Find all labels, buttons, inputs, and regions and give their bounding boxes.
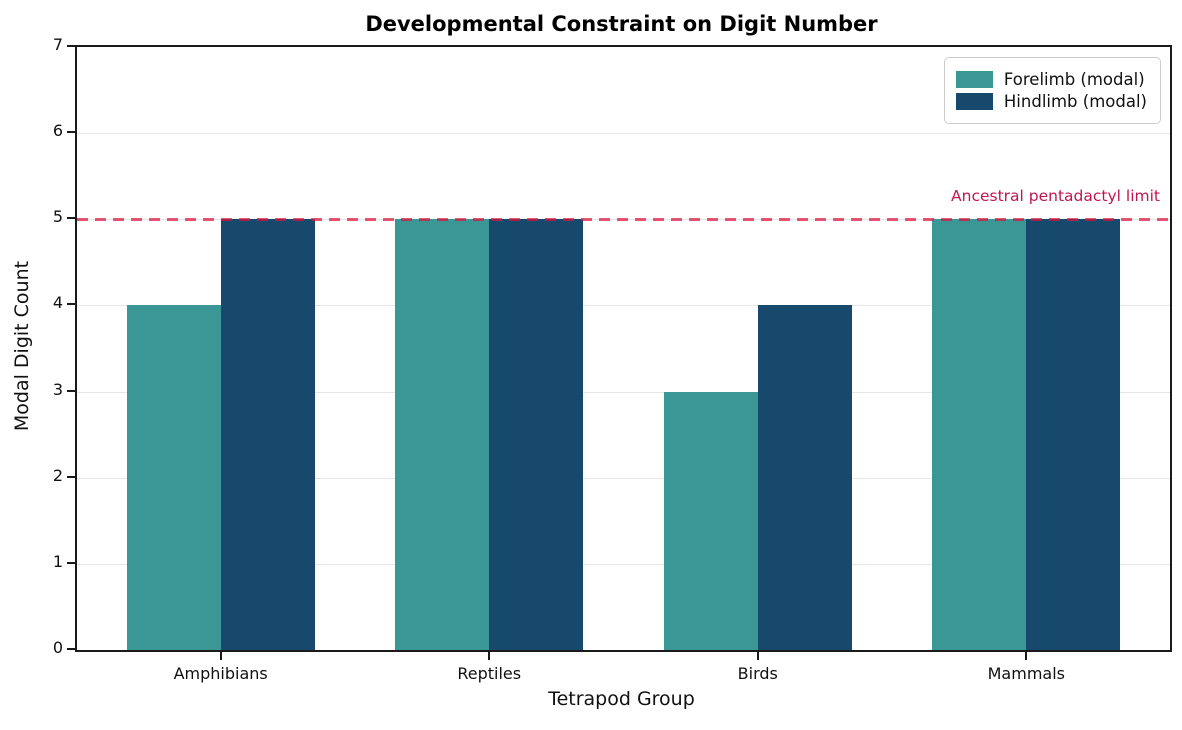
legend-label-hindlimb: Hindlimb (modal) [1003, 92, 1147, 111]
legend-label-forelimb: Forelimb (modal) [1003, 70, 1145, 89]
y-tick-label-7: 7 [52, 35, 63, 54]
gridline-y6 [77, 133, 1170, 135]
y-tick-mark-1 [67, 561, 75, 564]
y-tick-label-6: 6 [52, 121, 63, 141]
x-tick-mark-amphibians [219, 652, 222, 660]
reference-line-label: Ancestral pentadactyl limit [951, 187, 1160, 206]
x-tick-label-mammals: Mammals [987, 664, 1065, 683]
bar-hindlimb-mammals [1026, 219, 1121, 650]
x-tick-label-reptiles: Reptiles [457, 664, 522, 683]
chart-title: Developmental Constraint on Digit Number [365, 12, 878, 36]
gridline-y4 [77, 305, 1170, 307]
legend-item-forelimb: Forelimb (modal) [955, 70, 1147, 89]
x-tick-label-amphibians: Amphibians [173, 664, 268, 683]
plot-area: Ancestral pentadactyl limit Forelimb (mo… [75, 45, 1172, 652]
y-tick-label-3: 3 [52, 379, 63, 399]
bar-forelimb-reptiles [395, 219, 490, 650]
legend: Forelimb (modal) Hindlimb (modal) [943, 57, 1161, 124]
x-tick-mark-mammals [1025, 652, 1028, 660]
bar-hindlimb-reptiles [489, 219, 584, 650]
y-tick-label-0: 0 [52, 638, 63, 657]
y-tick-mark-0 [67, 648, 75, 650]
bar-forelimb-birds [663, 391, 758, 650]
y-tick-label-4: 4 [52, 293, 63, 313]
bar-hindlimb-amphibians [220, 219, 315, 650]
gridline-y3 [77, 391, 1170, 393]
gridline-y2 [77, 477, 1170, 479]
y-tick-mark-6 [67, 131, 75, 134]
x-axis-label: Tetrapod Group [548, 688, 695, 710]
y-tick-label-2: 2 [52, 465, 63, 485]
y-tick-mark-7 [67, 45, 75, 47]
hindlimb-swatch-icon [955, 93, 993, 110]
bar-hindlimb-birds [757, 305, 852, 650]
bar-forelimb-mammals [932, 219, 1027, 650]
x-tick-mark-reptiles [488, 652, 491, 660]
bar-forelimb-amphibians [126, 305, 221, 650]
y-tick-label-5: 5 [52, 207, 63, 227]
y-tick-mark-2 [67, 475, 75, 478]
x-tick-label-birds: Birds [737, 664, 778, 683]
y-tick-mark-4 [67, 303, 75, 306]
y-axis-label: Modal Digit Count [11, 260, 33, 432]
y-tick-label-1: 1 [52, 551, 63, 571]
forelimb-swatch-icon [955, 71, 993, 88]
pentadactyl-reference-line [77, 218, 1170, 222]
y-tick-mark-3 [67, 389, 75, 392]
legend-item-hindlimb: Hindlimb (modal) [955, 92, 1147, 111]
y-tick-mark-5 [67, 217, 75, 220]
x-tick-mark-birds [756, 652, 759, 660]
gridline-y1 [77, 563, 1170, 565]
